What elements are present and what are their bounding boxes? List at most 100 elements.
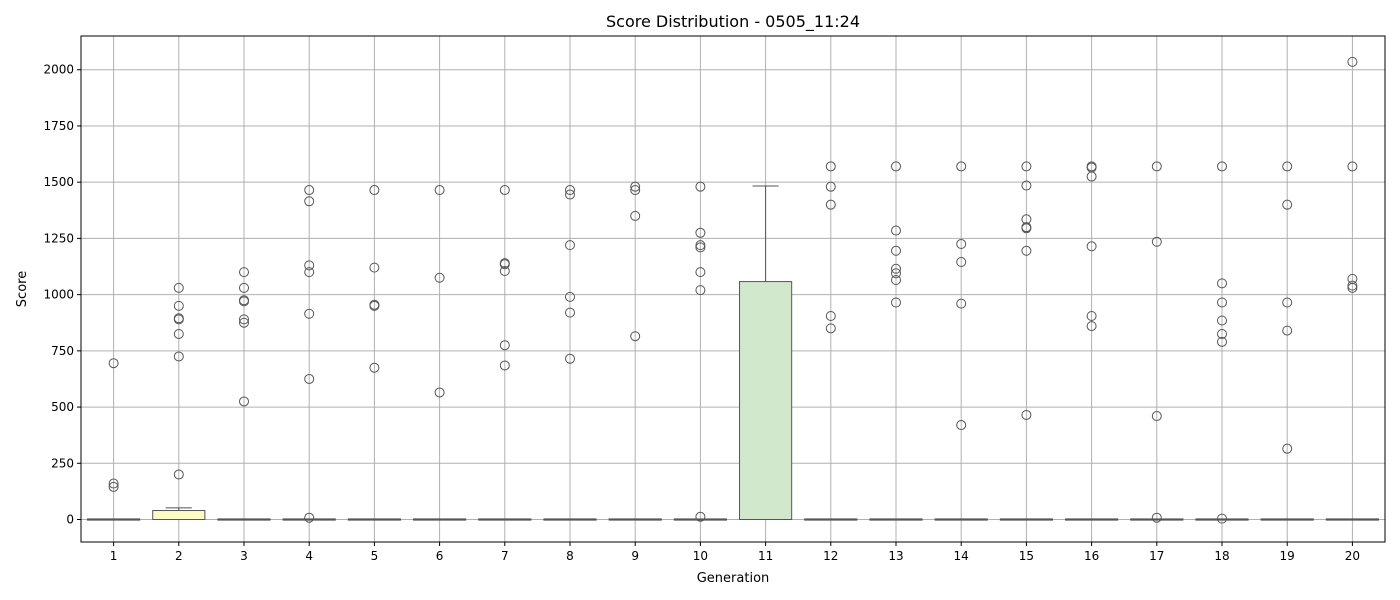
box-group-9 [608, 518, 662, 521]
y-axis-title: Score [15, 271, 30, 307]
outlier-point [173, 282, 184, 293]
outlier-point [304, 196, 315, 207]
box-group-5 [347, 518, 401, 521]
outlier-point [695, 181, 706, 192]
y-tick-label: 0 [66, 513, 74, 527]
outlier-point [1282, 199, 1293, 210]
outlier-point [434, 185, 445, 196]
outlier-point [1347, 56, 1358, 67]
outlier-point [825, 199, 836, 210]
outlier-point [1282, 161, 1293, 172]
outlier-point [304, 373, 315, 384]
outlier-point [1347, 282, 1358, 293]
box-group-7 [478, 518, 532, 521]
outlier-point [630, 185, 641, 196]
outlier-point [1347, 280, 1358, 291]
x-tick-label: 1 [110, 549, 118, 563]
y-tick-label: 750 [51, 344, 74, 358]
box-11 [739, 281, 793, 521]
outlier-point [825, 161, 836, 172]
outlier-point [173, 314, 184, 325]
box-group-16 [1065, 518, 1119, 521]
outlier-point [1217, 336, 1227, 347]
box-group-14 [934, 518, 988, 521]
x-tick-label: 8 [566, 549, 574, 563]
outlier-point [304, 260, 315, 271]
outlier-point [369, 262, 380, 273]
outlier-point [1217, 297, 1227, 308]
outlier-point [825, 323, 836, 334]
box-group-17 [1130, 518, 1184, 521]
outlier-point [304, 185, 315, 196]
outlier-point [1086, 171, 1097, 182]
x-tick-label: 3 [240, 549, 248, 563]
outlier-point [1021, 245, 1032, 256]
plot-frame [80, 35, 1386, 543]
x-tick-label: 19 [1280, 549, 1295, 563]
box-group-19 [1260, 518, 1314, 521]
outlier-point [891, 263, 901, 274]
outlier-point [695, 285, 706, 296]
x-tick-label: 17 [1149, 549, 1164, 563]
outlier-point [173, 328, 184, 339]
outlier-point [1021, 180, 1032, 191]
outlier-point [565, 353, 575, 364]
y-tick-label: 1250 [43, 231, 74, 245]
outlier-point [108, 481, 119, 492]
outlier-point [1282, 443, 1293, 454]
box-group-18 [1195, 518, 1249, 521]
box-group-20 [1325, 518, 1379, 521]
outlier-layer [108, 56, 1358, 524]
outlier-point [239, 314, 249, 325]
y-tick-label: 1000 [43, 288, 74, 302]
outlier-point [956, 161, 967, 172]
outlier-point [1151, 411, 1162, 422]
box-group-1 [87, 518, 141, 521]
outlier-point [1086, 241, 1097, 252]
outlier-point [695, 267, 706, 278]
outlier-point [1347, 161, 1358, 172]
x-tick-label: 6 [436, 549, 444, 563]
outlier-point [565, 291, 575, 302]
outlier-point [1282, 297, 1293, 308]
box-2 [152, 510, 206, 521]
outlier-point [695, 511, 706, 522]
outlier-point [369, 185, 380, 196]
outlier-point [239, 267, 249, 278]
box-group-13 [869, 518, 923, 521]
outlier-point [891, 297, 901, 308]
chart-title: Score Distribution - 0505_11:24 [606, 12, 860, 32]
outlier-point [956, 257, 967, 268]
x-axis-title: Generation [697, 571, 770, 586]
outlier-point [173, 469, 184, 480]
outlier-point [499, 185, 510, 196]
box-group-3 [217, 518, 271, 521]
outlier-point [239, 282, 249, 293]
y-tick-label: 1500 [43, 175, 74, 189]
x-tick-label: 15 [1019, 549, 1034, 563]
outlier-point [956, 239, 967, 250]
outlier-point [891, 245, 901, 256]
box-layer [87, 185, 1379, 521]
outlier-point [891, 161, 901, 172]
outlier-point [695, 242, 706, 253]
outlier-point [1217, 315, 1227, 326]
x-tick-label: 14 [954, 549, 969, 563]
outlier-point [499, 360, 510, 371]
x-tick-label: 11 [758, 549, 773, 563]
outlier-point [695, 240, 706, 251]
outlier-point [565, 240, 575, 251]
outlier-point [825, 181, 836, 192]
x-tick-label: 20 [1345, 549, 1360, 563]
outlier-point [891, 268, 901, 279]
box-group-4 [282, 518, 336, 521]
grid-layer [81, 36, 1385, 542]
outlier-point [499, 259, 510, 270]
outlier-point [1021, 161, 1032, 172]
outlier-point [891, 275, 901, 286]
box-group-8 [543, 518, 597, 521]
box-group-10 [673, 518, 727, 521]
outlier-point [239, 396, 249, 407]
